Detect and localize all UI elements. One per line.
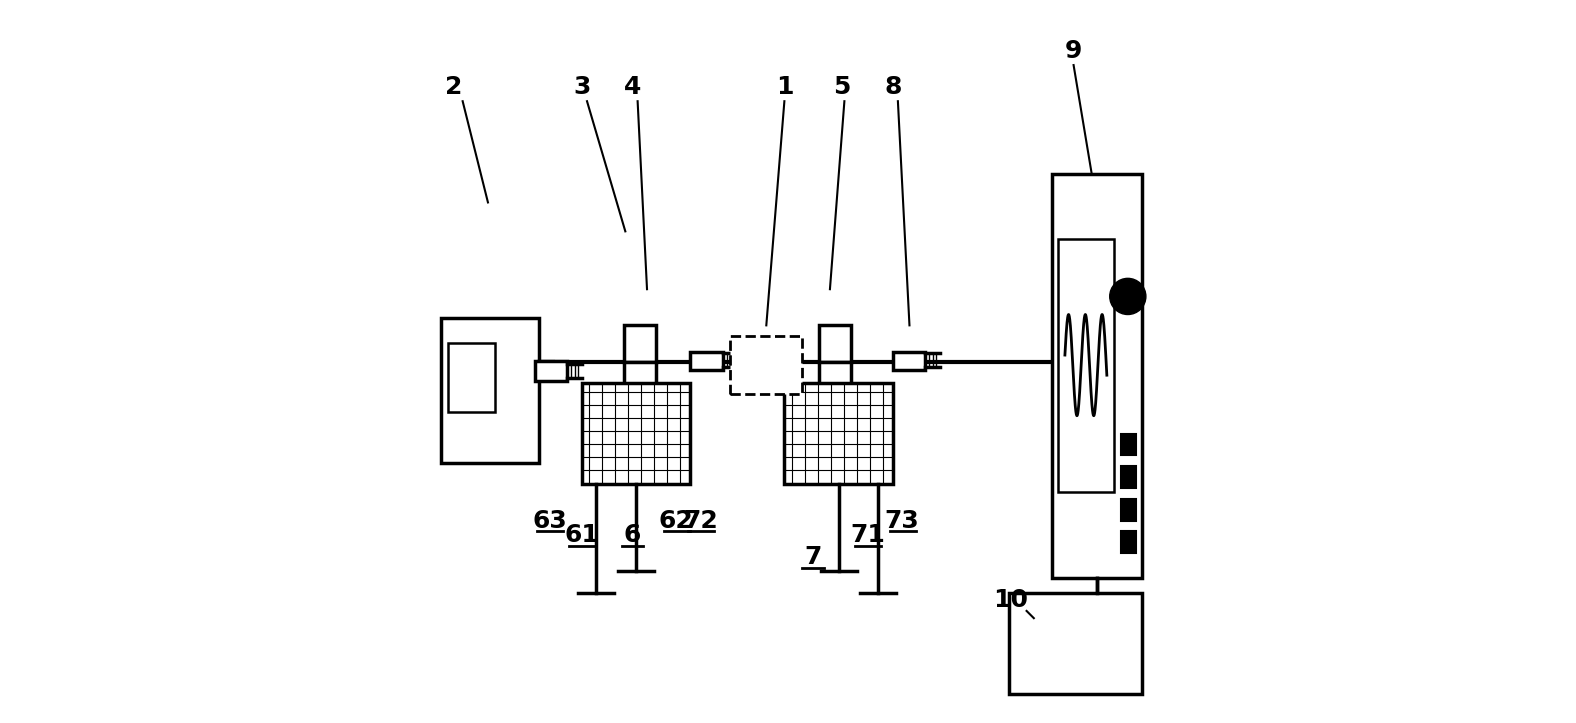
Text: 7: 7 bbox=[805, 544, 823, 569]
Bar bbox=[1057, 239, 1114, 492]
Text: 2: 2 bbox=[446, 74, 463, 99]
Bar bbox=[448, 343, 495, 412]
Text: 71: 71 bbox=[849, 523, 886, 547]
Bar bbox=[1121, 466, 1136, 488]
Bar bbox=[690, 352, 723, 370]
Text: 1: 1 bbox=[775, 74, 793, 99]
Bar bbox=[1121, 499, 1136, 521]
Bar bbox=[441, 318, 539, 463]
Text: 62: 62 bbox=[659, 508, 693, 533]
Text: 8: 8 bbox=[884, 74, 901, 99]
Bar bbox=[894, 352, 925, 370]
Text: 9: 9 bbox=[1065, 38, 1083, 63]
Text: 6: 6 bbox=[624, 523, 641, 547]
Bar bbox=[1121, 434, 1136, 455]
Bar bbox=[738, 352, 771, 370]
Text: 4: 4 bbox=[624, 74, 641, 99]
Bar bbox=[730, 336, 802, 394]
Circle shape bbox=[506, 427, 520, 441]
Bar bbox=[582, 383, 690, 484]
Bar bbox=[624, 362, 656, 398]
Text: 61: 61 bbox=[564, 523, 599, 547]
Text: 10: 10 bbox=[993, 588, 1028, 612]
Bar bbox=[1051, 174, 1143, 578]
Bar bbox=[785, 383, 894, 484]
Text: 73: 73 bbox=[884, 508, 920, 533]
Bar bbox=[820, 325, 851, 362]
Bar bbox=[1009, 593, 1143, 694]
Bar bbox=[624, 325, 656, 362]
Text: 63: 63 bbox=[533, 508, 567, 533]
Text: 72: 72 bbox=[684, 508, 719, 533]
Text: 3: 3 bbox=[574, 74, 591, 99]
Bar bbox=[534, 361, 567, 381]
Text: 5: 5 bbox=[834, 74, 851, 99]
Circle shape bbox=[1110, 278, 1146, 315]
Bar bbox=[820, 362, 851, 398]
Bar bbox=[1121, 531, 1136, 553]
